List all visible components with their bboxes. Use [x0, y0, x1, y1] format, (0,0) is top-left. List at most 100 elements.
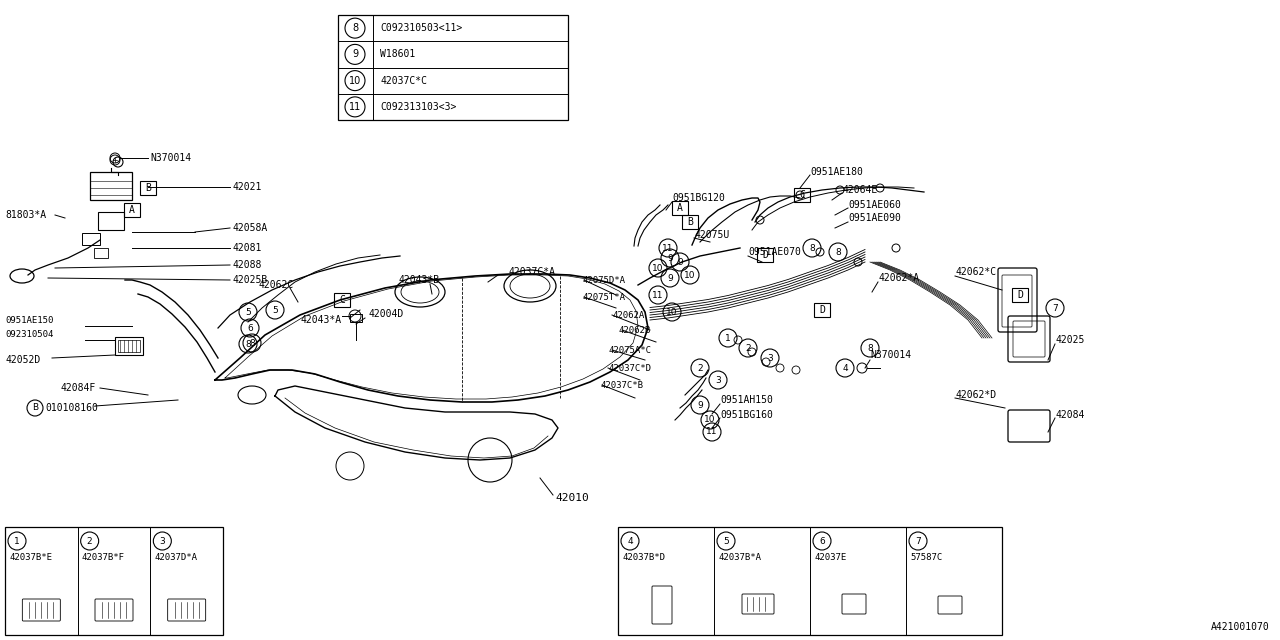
Text: W18601: W18601 — [380, 49, 415, 60]
Bar — [349, 314, 362, 322]
Text: N370014: N370014 — [870, 350, 911, 360]
Text: 6: 6 — [247, 323, 253, 333]
Text: A: A — [129, 205, 134, 215]
Text: D: D — [1018, 290, 1023, 300]
Text: 10: 10 — [349, 76, 361, 86]
Text: 092310504: 092310504 — [5, 330, 54, 339]
Text: 7: 7 — [915, 536, 920, 545]
Text: 7: 7 — [1052, 303, 1057, 312]
Text: 0951AH150: 0951AH150 — [721, 395, 773, 405]
Text: C092310503<11>: C092310503<11> — [380, 23, 462, 33]
Text: 42037B*E: 42037B*E — [9, 552, 52, 561]
Text: 42043*A: 42043*A — [300, 315, 342, 325]
Text: 10: 10 — [704, 415, 716, 424]
Bar — [90, 172, 132, 200]
Text: 42058A: 42058A — [232, 223, 268, 233]
Text: 10: 10 — [667, 307, 677, 317]
Bar — [99, 212, 124, 230]
Bar — [115, 337, 143, 355]
Text: 8: 8 — [246, 339, 251, 349]
Text: 57587C: 57587C — [910, 552, 942, 561]
Text: 42088: 42088 — [232, 260, 261, 270]
Text: 8: 8 — [867, 344, 873, 353]
Text: B: B — [145, 183, 151, 193]
Text: 1: 1 — [14, 536, 20, 545]
Text: 0951AE090: 0951AE090 — [849, 213, 901, 223]
Text: 42064E: 42064E — [842, 185, 877, 195]
Text: 42037D*A: 42037D*A — [155, 552, 197, 561]
Text: 42052D: 42052D — [5, 355, 40, 365]
Text: 0951AE180: 0951AE180 — [810, 167, 863, 177]
Text: D: D — [819, 305, 824, 315]
Text: 8: 8 — [250, 339, 255, 348]
Text: 42062A: 42062A — [612, 310, 644, 319]
Text: 42037C*D: 42037C*D — [608, 364, 652, 372]
Text: 4: 4 — [627, 536, 632, 545]
Text: 11: 11 — [349, 102, 361, 112]
Text: 42037B*A: 42037B*A — [718, 552, 762, 561]
Bar — [5, 527, 223, 635]
Text: 10: 10 — [653, 264, 664, 273]
Bar — [82, 233, 100, 245]
Text: D: D — [762, 250, 768, 260]
Text: 9: 9 — [667, 273, 673, 282]
Text: C092313103<3>: C092313103<3> — [380, 102, 457, 112]
Text: 42081: 42081 — [232, 243, 261, 253]
Text: A421001070: A421001070 — [1211, 622, 1270, 632]
Text: 9: 9 — [352, 49, 358, 60]
Text: 11: 11 — [707, 428, 718, 436]
Text: C: C — [339, 295, 344, 305]
Text: 42010: 42010 — [556, 493, 589, 503]
Text: 42075U: 42075U — [694, 230, 730, 240]
Text: 42037C*B: 42037C*B — [600, 381, 643, 390]
Text: 42037B*D: 42037B*D — [622, 552, 666, 561]
Text: N370014: N370014 — [150, 153, 191, 163]
Text: 8: 8 — [352, 23, 358, 33]
Text: 0951AE150: 0951AE150 — [5, 316, 54, 324]
Text: 42037B*F: 42037B*F — [82, 552, 124, 561]
Text: 9: 9 — [698, 401, 703, 410]
Text: 3: 3 — [716, 376, 721, 385]
Text: 42037C*A: 42037C*A — [508, 267, 556, 277]
Text: 42025: 42025 — [1055, 335, 1084, 345]
Text: 3: 3 — [160, 536, 165, 545]
Text: 10: 10 — [685, 271, 696, 280]
Text: B: B — [32, 403, 38, 413]
Text: 8: 8 — [809, 243, 815, 253]
Text: 42062B: 42062B — [618, 326, 650, 335]
Text: 11: 11 — [653, 291, 664, 300]
Text: 42037C*C: 42037C*C — [380, 76, 428, 86]
Text: 0951AE070: 0951AE070 — [748, 247, 801, 257]
Text: 42062*C: 42062*C — [955, 267, 996, 277]
Text: 9: 9 — [677, 257, 682, 266]
Text: 42037E: 42037E — [814, 552, 846, 561]
Text: 5: 5 — [723, 536, 728, 545]
Text: 010108160: 010108160 — [45, 403, 97, 413]
Text: 42075T*A: 42075T*A — [582, 292, 625, 301]
Text: 8: 8 — [835, 248, 841, 257]
Text: C: C — [799, 190, 805, 200]
Text: 11: 11 — [662, 243, 673, 253]
Text: 42075A*C: 42075A*C — [608, 346, 652, 355]
Text: 42004D: 42004D — [369, 309, 403, 319]
Text: 0951AE060: 0951AE060 — [849, 200, 901, 210]
Text: B: B — [687, 217, 692, 227]
Bar — [118, 340, 140, 352]
Bar — [338, 15, 568, 120]
Text: 9: 9 — [667, 253, 673, 262]
Text: 42075D*A: 42075D*A — [582, 275, 625, 285]
Text: A: A — [677, 203, 684, 213]
Text: 42021: 42021 — [232, 182, 261, 192]
Text: 5: 5 — [246, 307, 251, 317]
Text: 2: 2 — [745, 344, 751, 353]
Text: 2: 2 — [698, 364, 703, 372]
Text: 42062*D: 42062*D — [955, 390, 996, 400]
Text: 2: 2 — [87, 536, 92, 545]
Text: 42025B: 42025B — [232, 275, 268, 285]
Text: 0951BG120: 0951BG120 — [672, 193, 724, 203]
Bar — [93, 248, 108, 258]
Text: 1: 1 — [726, 333, 731, 342]
Text: 3: 3 — [767, 353, 773, 362]
Text: 42043*B: 42043*B — [398, 275, 439, 285]
Text: 81803*A: 81803*A — [5, 210, 46, 220]
